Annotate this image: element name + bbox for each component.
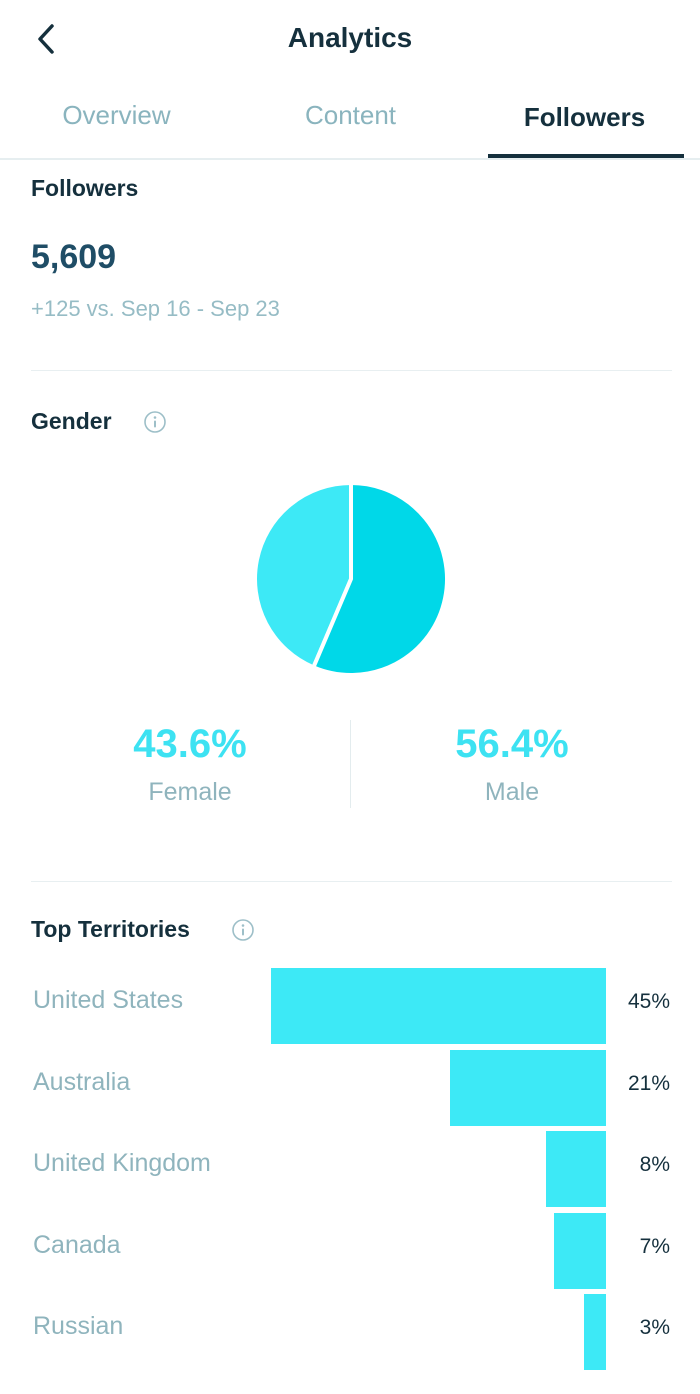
followers-comparison: +125 vs. Sep 16 - Sep 23: [31, 296, 280, 321]
page-title: Analytics: [287, 22, 413, 53]
pie-slice-female: [253, 481, 353, 670]
territory-row: United States 45%: [0, 966, 700, 1044]
territory-bar: [553, 1213, 606, 1289]
gender-section-title: Gender: [31, 408, 112, 434]
territory-name: Russian: [33, 1312, 124, 1340]
top-bar: Analytics: [0, 0, 700, 80]
territory-percentage: 8%: [639, 1153, 670, 1176]
territory-row: Canada 7%: [0, 1211, 700, 1289]
territory-name: Australia: [33, 1068, 131, 1096]
territory-row: Russian 3%: [0, 1292, 700, 1370]
territory-percentage: 45%: [627, 990, 670, 1013]
tab-followers[interactable]: Followers: [523, 102, 646, 132]
territory-row: Australia 21%: [0, 1048, 700, 1126]
tab-content[interactable]: Content: [304, 100, 397, 130]
followers-count: 5,609: [31, 238, 117, 276]
territory-name: Canada: [33, 1231, 121, 1259]
male-percentage: 56.4%: [455, 722, 569, 766]
tab-bar: Overview Content Followers: [0, 80, 700, 160]
info-icon[interactable]: [144, 411, 166, 433]
territory-percentage: 3%: [639, 1316, 670, 1339]
tab-overview[interactable]: Overview: [62, 100, 171, 130]
territory-percentage: 7%: [639, 1235, 670, 1258]
pie-slice-male: [311, 481, 449, 677]
back-button[interactable]: [30, 20, 66, 60]
male-label: Male: [484, 778, 540, 806]
female-label: Female: [148, 778, 232, 806]
territory-bar: [583, 1294, 606, 1370]
info-icon[interactable]: [232, 919, 254, 941]
territory-bar: [546, 1131, 606, 1207]
divider: [31, 370, 672, 371]
territory-row: United Kingdom 8%: [0, 1129, 700, 1207]
female-percentage: 43.6%: [133, 722, 247, 766]
territory-bar: [271, 968, 606, 1044]
territory-percentage: 21%: [627, 1072, 670, 1095]
stat-separator: [350, 720, 351, 808]
territory-bar: [449, 1050, 606, 1126]
divider: [31, 881, 672, 882]
territories-section-title: Top Territories: [31, 916, 190, 942]
territory-name: United Kingdom: [33, 1149, 211, 1177]
followers-section-title: Followers: [31, 175, 139, 201]
chevron-left-icon: [38, 24, 54, 54]
gender-pie-chart: [253, 481, 449, 677]
territory-name: United States: [33, 986, 184, 1014]
active-tab-indicator: [488, 154, 684, 158]
